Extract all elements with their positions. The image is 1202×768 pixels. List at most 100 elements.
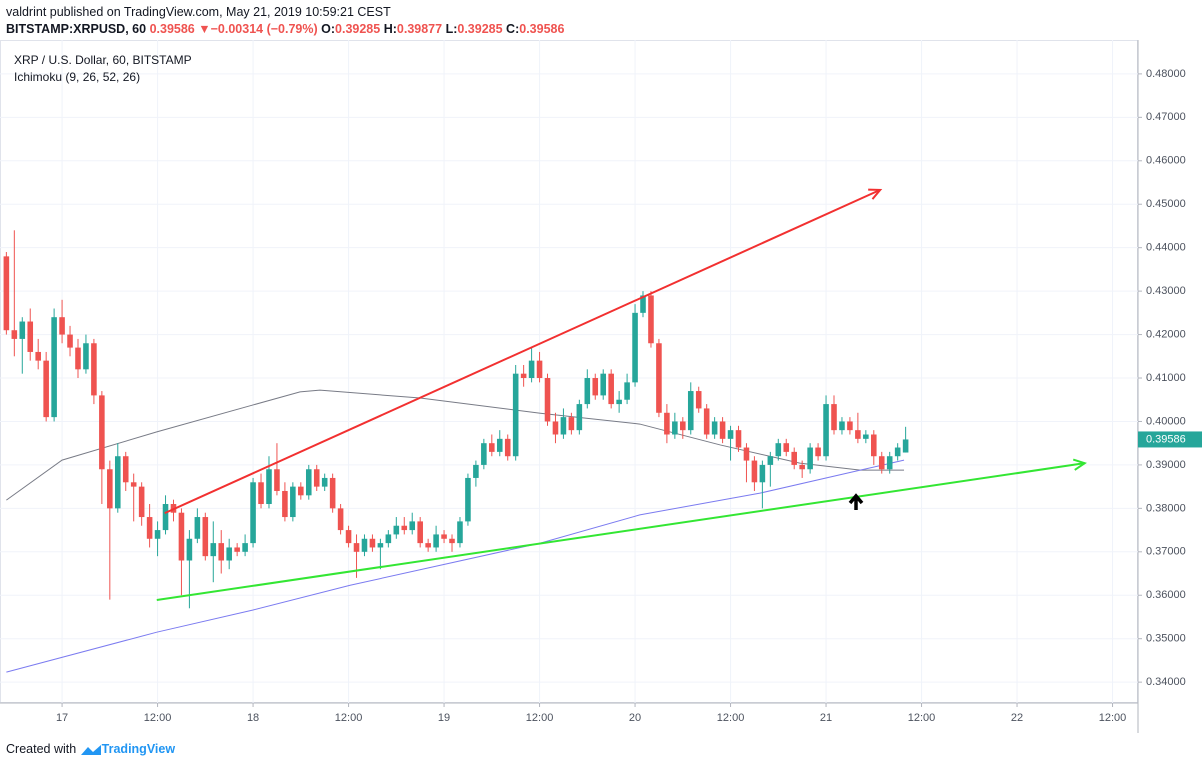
candle-body [600,373,607,396]
x-tick-label: 17 [56,712,68,724]
h-label: H: [383,22,397,36]
o-label: O: [321,22,336,36]
candle-body [337,508,344,531]
candle-body [473,464,479,478]
candle-body [162,504,169,531]
candle-body [465,477,471,522]
y-tick-label: 0.45000 [1146,198,1186,210]
candle-body [226,547,232,561]
candle-body [536,360,543,379]
candle-body [83,343,89,370]
candle-body [19,321,26,339]
c: 0.39586 [519,22,565,36]
x-tick-label: 12:00 [335,712,363,724]
candle-body [154,530,161,539]
candle-body [496,438,503,452]
candle-body [313,469,320,487]
chart-title: XRP / U.S. Dollar, 60, BITSTAMP [14,53,192,67]
candle-body [799,464,805,470]
candle-body [290,486,296,518]
candle-body [329,477,336,509]
candle-body [735,430,742,448]
candle-body [409,521,416,531]
candle-body [791,451,797,465]
y-tick-label: 0.35000 [1146,633,1186,645]
candle-body [855,430,861,439]
candle-body [401,525,408,531]
candle-body [711,421,718,435]
x-tick-label: 12:00 [908,712,936,724]
candle-body [807,447,813,470]
candle-body [122,456,129,483]
y-tick-label: 0.44000 [1146,242,1186,254]
y-tick-label: 0.40000 [1146,415,1186,427]
last-price-tag [1138,431,1202,448]
candle-body [146,517,153,539]
candle-body [321,477,328,487]
candle-body [353,543,360,552]
candle-body [751,460,758,483]
candle-body [656,343,662,413]
candle-body [687,391,694,431]
o: 0.39285 [335,22,381,36]
candle-body [75,347,81,370]
candle-body [576,404,583,431]
candle-body [449,538,455,544]
brand: TradingView [101,742,176,756]
trendline-arrowhead [1072,458,1087,471]
x-tick-label: 12:00 [144,712,172,724]
candle-body [640,295,646,313]
x-tick-label: 20 [629,712,641,724]
candle-body [759,464,766,483]
indicator-line [6,389,905,501]
candle-body [544,378,551,422]
logo [80,744,101,755]
candle-body [727,430,734,439]
pane-border [0,40,1138,703]
candle-body [839,421,845,431]
candle-body [648,295,654,344]
y-tick-label: 0.42000 [1146,328,1186,340]
candle-body [11,330,18,339]
candle-body [274,469,280,491]
candle-body [886,456,893,470]
candle-body [632,312,638,383]
candle-body [377,543,384,548]
arrow: ▼ [198,22,211,36]
h: 0.39877 [396,22,443,36]
candle-body [831,404,837,431]
candle-body [393,525,400,535]
x-tick-label: 12:00 [717,712,745,724]
y-tick-label: 0.38000 [1146,502,1186,514]
x-tick-label: 21 [820,712,832,724]
arrow-annotation [848,493,864,510]
candle-body [878,456,885,470]
candle-body [114,456,121,509]
y-tick-label: 0.41000 [1146,372,1186,384]
candle-body [417,521,423,544]
candle-body [672,421,678,435]
last-price-label: 0.39586 [1146,433,1186,445]
candle-body [59,317,65,335]
l: 0.39285 [457,22,503,36]
candle-body [592,378,599,396]
symbol: BITSTAMP:XRPUSD, 60 [6,22,147,36]
candle-body [35,351,41,361]
y-tick-label: 0.39000 [1146,459,1186,471]
candle-body [823,404,829,457]
candle-body [425,543,431,548]
candle-body [433,534,439,548]
candle-body [369,538,376,548]
candle-body [783,443,790,452]
candle-body [767,456,774,465]
candle-body [457,521,463,544]
candle-body [385,534,392,544]
candle-body [130,482,137,487]
candle-body [568,417,575,431]
symbol-line: BITSTAMP:XRPUSD, 60 0.39586 ▼−0.00314 (−… [6,22,564,36]
x-tick-label: 12:00 [526,712,554,724]
candle-body [27,321,34,352]
candle-body [608,373,614,405]
candle-body [664,412,670,435]
candle-body [552,421,559,435]
